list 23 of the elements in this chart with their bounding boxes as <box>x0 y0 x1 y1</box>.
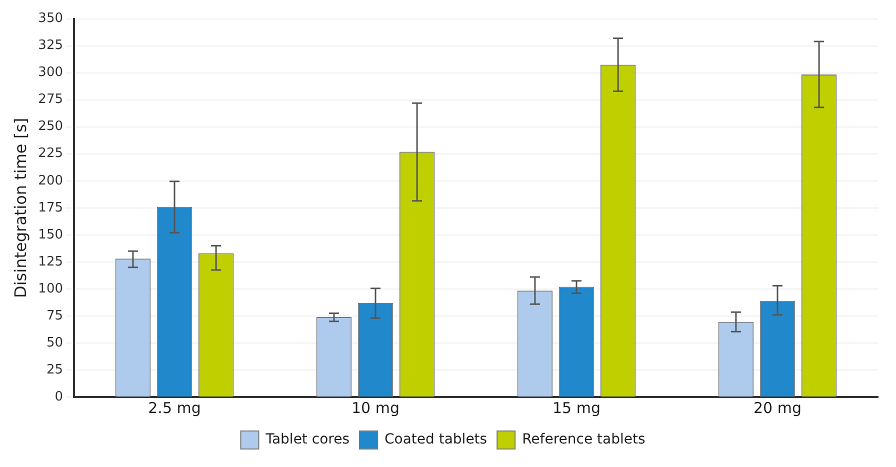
y-tick-label: 125 <box>38 254 64 270</box>
legend-label: Tablet cores <box>264 432 350 448</box>
legend-label: Coated tablets <box>384 432 488 448</box>
x-tick-label: 15 mg <box>552 398 601 417</box>
y-tick-label: 100 <box>38 281 64 296</box>
y-tick-label: 325 <box>38 38 64 54</box>
y-tick-label: 150 <box>38 227 64 242</box>
x-tick-label: 20 mg <box>754 398 802 417</box>
y-tick-label: 50 <box>46 335 64 350</box>
y-tick-label: 250 <box>38 119 64 134</box>
y-tick-label: 200 <box>38 173 64 188</box>
legend-label: Reference tablets <box>522 432 646 448</box>
y-tick-label: 350 <box>38 11 64 26</box>
y-tick-label: 225 <box>38 146 64 162</box>
y-axis-title: Disintegration time [s] <box>10 118 30 298</box>
y-tick-label: 25 <box>46 362 64 378</box>
y-tick-label: 175 <box>38 200 64 216</box>
x-tick-label: 10 mg <box>352 398 400 417</box>
y-tick-label: 300 <box>38 65 64 80</box>
x-tick-label: 2.5 mg <box>148 398 201 417</box>
y-tick-label: 75 <box>46 308 64 324</box>
y-tick-label: 0 <box>54 389 64 404</box>
y-tick-label: 275 <box>38 92 64 108</box>
